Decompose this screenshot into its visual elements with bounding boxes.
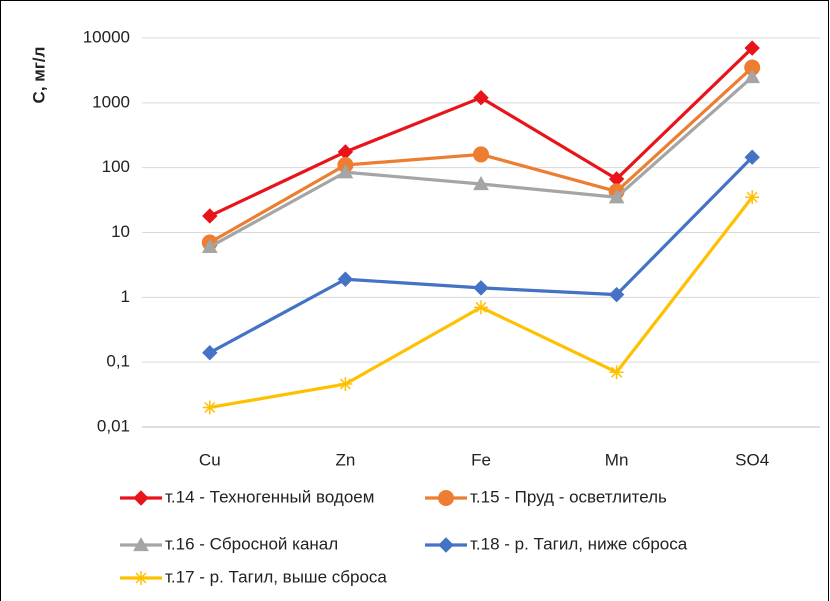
legend-label: т.14 - Техногенный водоем [165,487,374,506]
marker [201,238,218,253]
marker [744,40,760,56]
legend-label: т.15 - Пруд - осветлитель [470,487,667,506]
x-tick-label: Cu [199,450,221,469]
y-tick-label: 100 [102,157,130,176]
marker [744,69,761,84]
marker [337,271,354,287]
y-axis-label: С, мг/л [29,47,48,104]
marker [202,208,218,224]
marker [744,149,760,165]
y-tick-label: 10000 [83,27,130,46]
marker [473,175,489,191]
x-tick-label: Fe [471,450,491,469]
marker [473,280,489,296]
marker [474,300,488,315]
y-tick-label: 1 [121,287,130,306]
y-tick-label: 0,01 [97,416,130,435]
legend-marker [133,536,149,552]
marker [202,400,217,415]
y-tick-label: 0,1 [106,352,130,371]
legend-label: т.17 - р. Тагил, выше сброса [165,567,387,586]
legend-marker [438,490,454,506]
x-tick-label: SO4 [735,450,769,469]
y-tick-label: 1000 [92,92,130,111]
y-tick-label: 10 [111,222,130,241]
marker [473,89,489,106]
x-tick-label: Zn [335,450,355,469]
marker [745,190,760,205]
legend-label: т.16 - Сбросной канал [165,534,338,553]
marker [337,164,354,179]
legend-marker [134,571,148,585]
marker [608,286,625,303]
legend-label: т.18 - р. Тагил, ниже сброса [470,534,688,553]
legend-marker [133,490,149,506]
marker [338,377,353,392]
legend-marker [438,537,454,553]
x-tick-label: Mn [605,450,629,469]
marker [473,146,489,163]
marker [608,189,625,204]
marker [609,365,624,380]
marker [202,344,218,361]
